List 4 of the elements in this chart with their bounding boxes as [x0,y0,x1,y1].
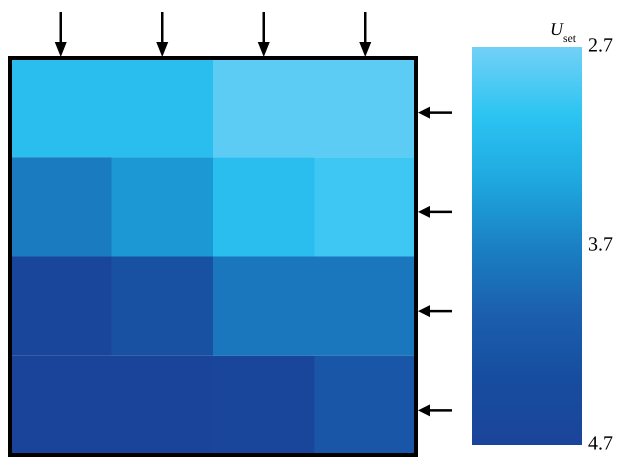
color-bar-label: 3.7 [588,234,613,256]
color-bar-label: 4.7 [588,432,613,455]
color-bar-label: 2.7 [588,34,613,57]
color-bar-title: U$_{set}$ [550,19,577,44]
